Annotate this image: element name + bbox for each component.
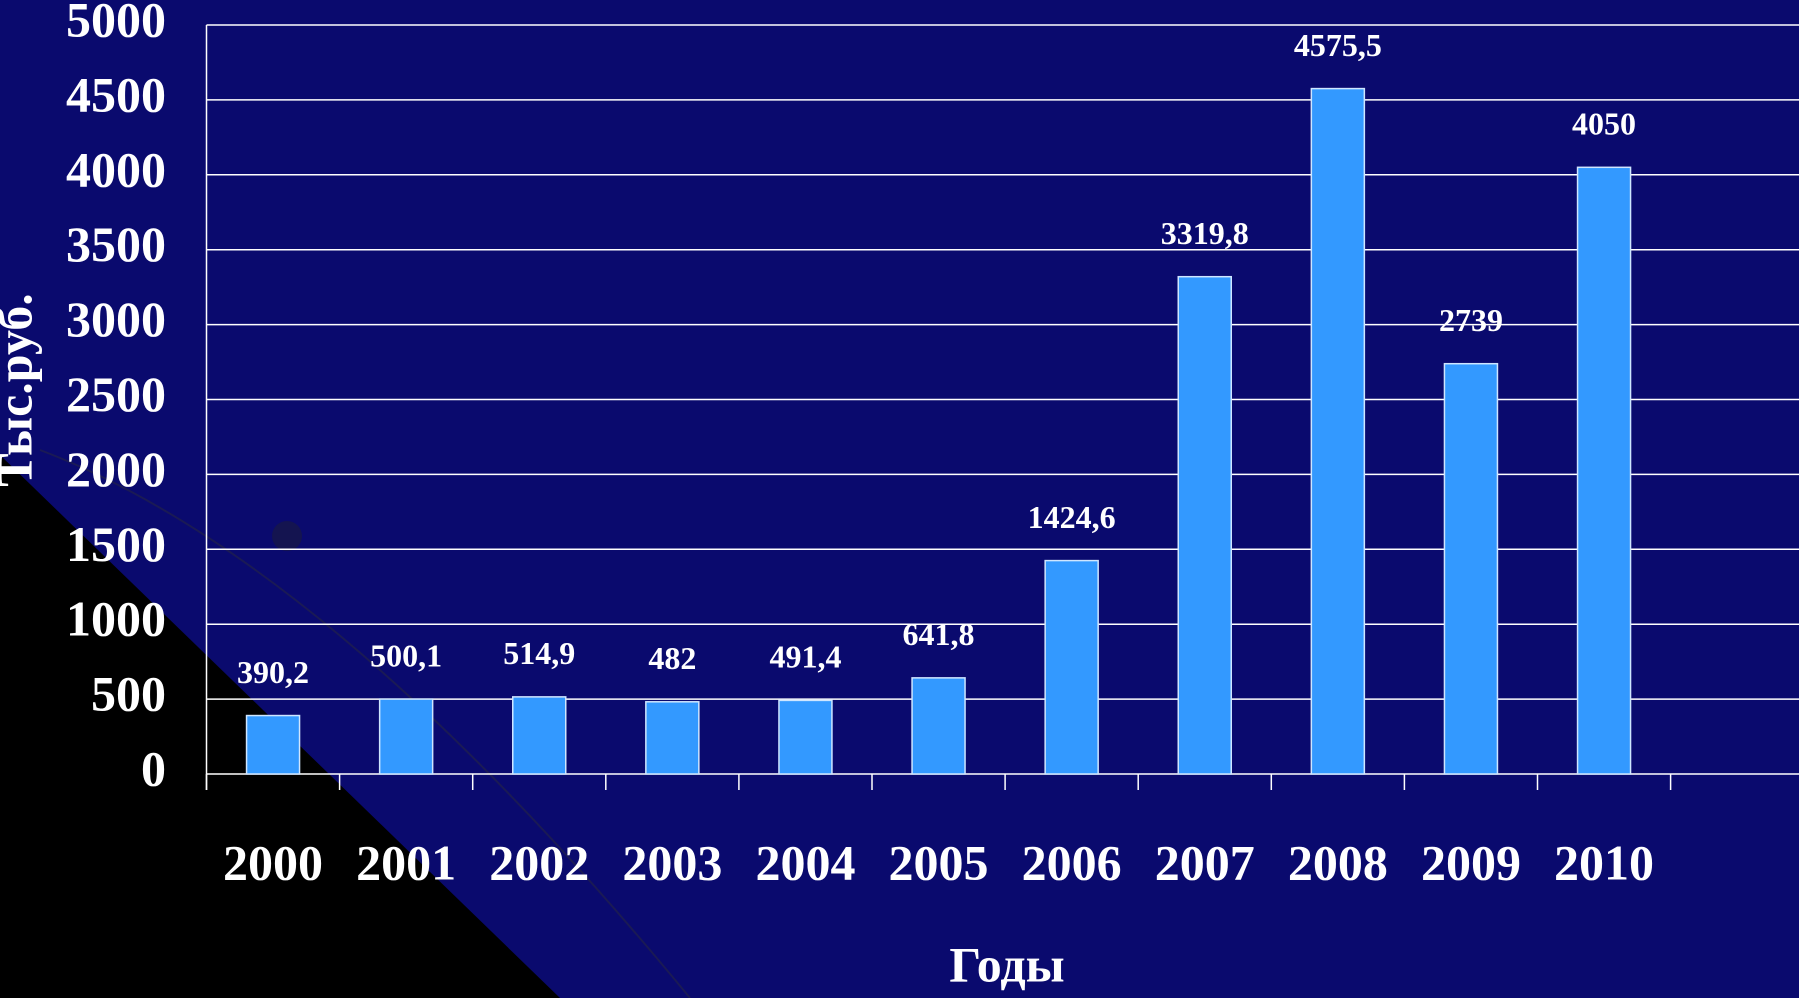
x-tick-label: 2000 [223, 834, 323, 890]
value-label: 390,2 [237, 654, 309, 690]
value-label: 482 [648, 640, 696, 676]
x-axis-label: Годы [949, 936, 1064, 992]
value-label: 3319,8 [1161, 215, 1249, 251]
y-tick-label: 2500 [66, 366, 166, 422]
value-label: 491,4 [769, 639, 841, 675]
y-tick-label: 5000 [66, 0, 166, 47]
value-label: 4575,5 [1294, 27, 1382, 63]
y-tick-label: 0 [141, 740, 166, 796]
decor-curve [39, 449, 691, 998]
value-label: 2739 [1439, 302, 1503, 338]
x-tick-label: 2010 [1554, 834, 1654, 890]
bar [512, 696, 567, 775]
x-tick-label: 2005 [889, 834, 989, 890]
x-tick-label: 2003 [622, 834, 722, 890]
y-tick-label: 3000 [66, 291, 166, 347]
value-label: 500,1 [370, 637, 442, 673]
x-tick-label: 2004 [755, 834, 855, 890]
value-label: 641,8 [903, 616, 975, 652]
bar [1443, 362, 1499, 775]
bar [911, 677, 966, 775]
bar [1177, 275, 1232, 775]
x-tick-label: 2009 [1421, 834, 1521, 890]
bar [645, 701, 700, 775]
bar [245, 714, 301, 775]
x-tick-label: 2006 [1022, 834, 1122, 890]
decor-dot [272, 521, 302, 551]
x-tick-label: 2002 [489, 834, 589, 890]
value-label: 514,9 [503, 635, 575, 671]
x-tick-label: 2007 [1155, 834, 1255, 890]
bar [1310, 87, 1366, 775]
bar [1576, 166, 1632, 775]
y-tick-label: 3500 [66, 216, 166, 272]
plot-area: 0 500 1000 1500 2000 2500 3000 3500 4000 4500 5000… [66, 0, 1799, 890]
y-axis-label: Тыс.руб. [0, 293, 42, 487]
x-tick-label: 2001 [356, 834, 456, 890]
y-tick-label: 4000 [66, 141, 166, 197]
y-tick-label: 4500 [66, 66, 166, 122]
y-tick-label: 1000 [66, 591, 166, 647]
y-tick-label: 500 [91, 666, 166, 722]
value-label: 4050 [1572, 106, 1636, 142]
bar [778, 699, 833, 775]
bar [1044, 559, 1099, 775]
value-label: 1424,6 [1028, 499, 1116, 535]
x-tick-label: 2008 [1288, 834, 1388, 890]
bar [378, 698, 434, 775]
y-tick-label: 2000 [66, 441, 166, 497]
y-tick-label: 1500 [66, 516, 166, 572]
